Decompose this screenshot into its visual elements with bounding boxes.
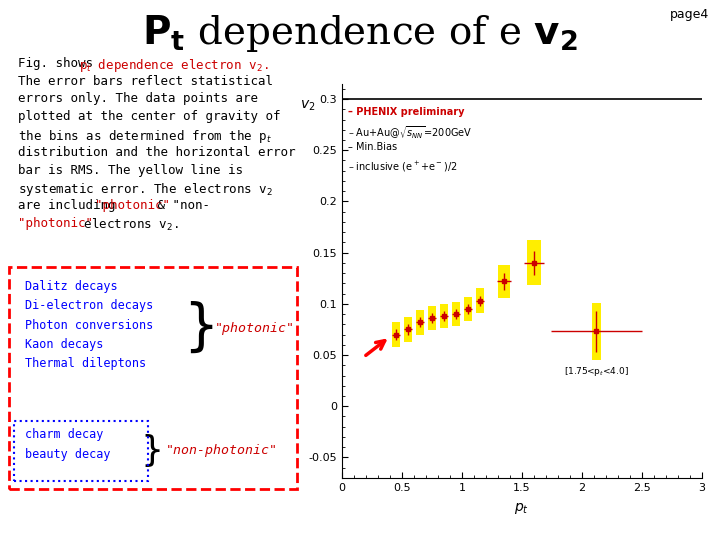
- Text: errors only. The data points are: errors only. The data points are: [18, 92, 258, 105]
- Text: "photonic": "photonic": [95, 199, 170, 212]
- Text: $\mathbf{P_t}$ dependence of e $\mathbf{v_2}$: $\mathbf{P_t}$ dependence of e $\mathbf{…: [142, 14, 578, 55]
- Text: Di-electron decays: Di-electron decays: [25, 299, 153, 312]
- Text: Kaon decays: Kaon decays: [25, 338, 104, 351]
- Text: beauty decay: beauty decay: [25, 448, 111, 461]
- Text: – Au+Au@$\sqrt{s_{NN}}$=200GeV: – Au+Au@$\sqrt{s_{NN}}$=200GeV: [348, 125, 472, 141]
- Bar: [441, 304, 448, 328]
- Text: – Min.Bias: – Min.Bias: [348, 142, 397, 152]
- Bar: [392, 322, 400, 347]
- Bar: [498, 265, 510, 298]
- Text: charm decay: charm decay: [25, 428, 104, 441]
- Text: }: }: [184, 301, 219, 355]
- Text: – inclusive (e$^+$+e$^-$)/2: – inclusive (e$^+$+e$^-$)/2: [348, 159, 457, 173]
- Text: Thermal dileptons: Thermal dileptons: [25, 357, 146, 370]
- Text: are including: are including: [18, 199, 123, 212]
- Text: Photon conversions: Photon conversions: [25, 319, 153, 332]
- Text: Fig. shows: Fig. shows: [18, 57, 101, 70]
- Text: [1.75<p$_t$<4.0]: [1.75<p$_t$<4.0]: [564, 365, 629, 379]
- Text: "photonic": "photonic": [215, 321, 294, 335]
- Bar: [452, 302, 459, 326]
- Bar: [477, 288, 484, 313]
- Bar: [416, 310, 423, 335]
- Text: systematic error. The electrons v$_2$: systematic error. The electrons v$_2$: [18, 181, 273, 198]
- Text: p$_t$: p$_t$: [515, 502, 529, 516]
- Text: distribution and the horizontal error: distribution and the horizontal error: [18, 146, 295, 159]
- Text: The error bars reflect statistical: The error bars reflect statistical: [18, 75, 273, 87]
- Text: }: }: [140, 434, 163, 468]
- Bar: [464, 296, 472, 321]
- Text: v$_2$: v$_2$: [300, 99, 315, 113]
- Text: – PHENIX preliminary: – PHENIX preliminary: [348, 107, 464, 117]
- Bar: [405, 317, 412, 342]
- Text: p$_t$ dependence electron v$_2$.: p$_t$ dependence electron v$_2$.: [79, 57, 269, 73]
- Text: Dalitz decays: Dalitz decays: [25, 280, 118, 293]
- Text: the bins as determined from the p$_t$: the bins as determined from the p$_t$: [18, 128, 272, 145]
- Bar: [592, 303, 601, 360]
- Text: electrons v$_2$.: electrons v$_2$.: [76, 217, 179, 233]
- Bar: [428, 306, 436, 330]
- Text: "non-photonic": "non-photonic": [166, 444, 278, 457]
- Text: bar is RMS. The yellow line is: bar is RMS. The yellow line is: [18, 164, 243, 177]
- Text: page4: page4: [670, 8, 709, 21]
- Text: plotted at the center of gravity of: plotted at the center of gravity of: [18, 110, 281, 123]
- Text: & "non-: & "non-: [150, 199, 210, 212]
- Text: "photonic": "photonic": [18, 217, 93, 230]
- Bar: [527, 240, 541, 286]
